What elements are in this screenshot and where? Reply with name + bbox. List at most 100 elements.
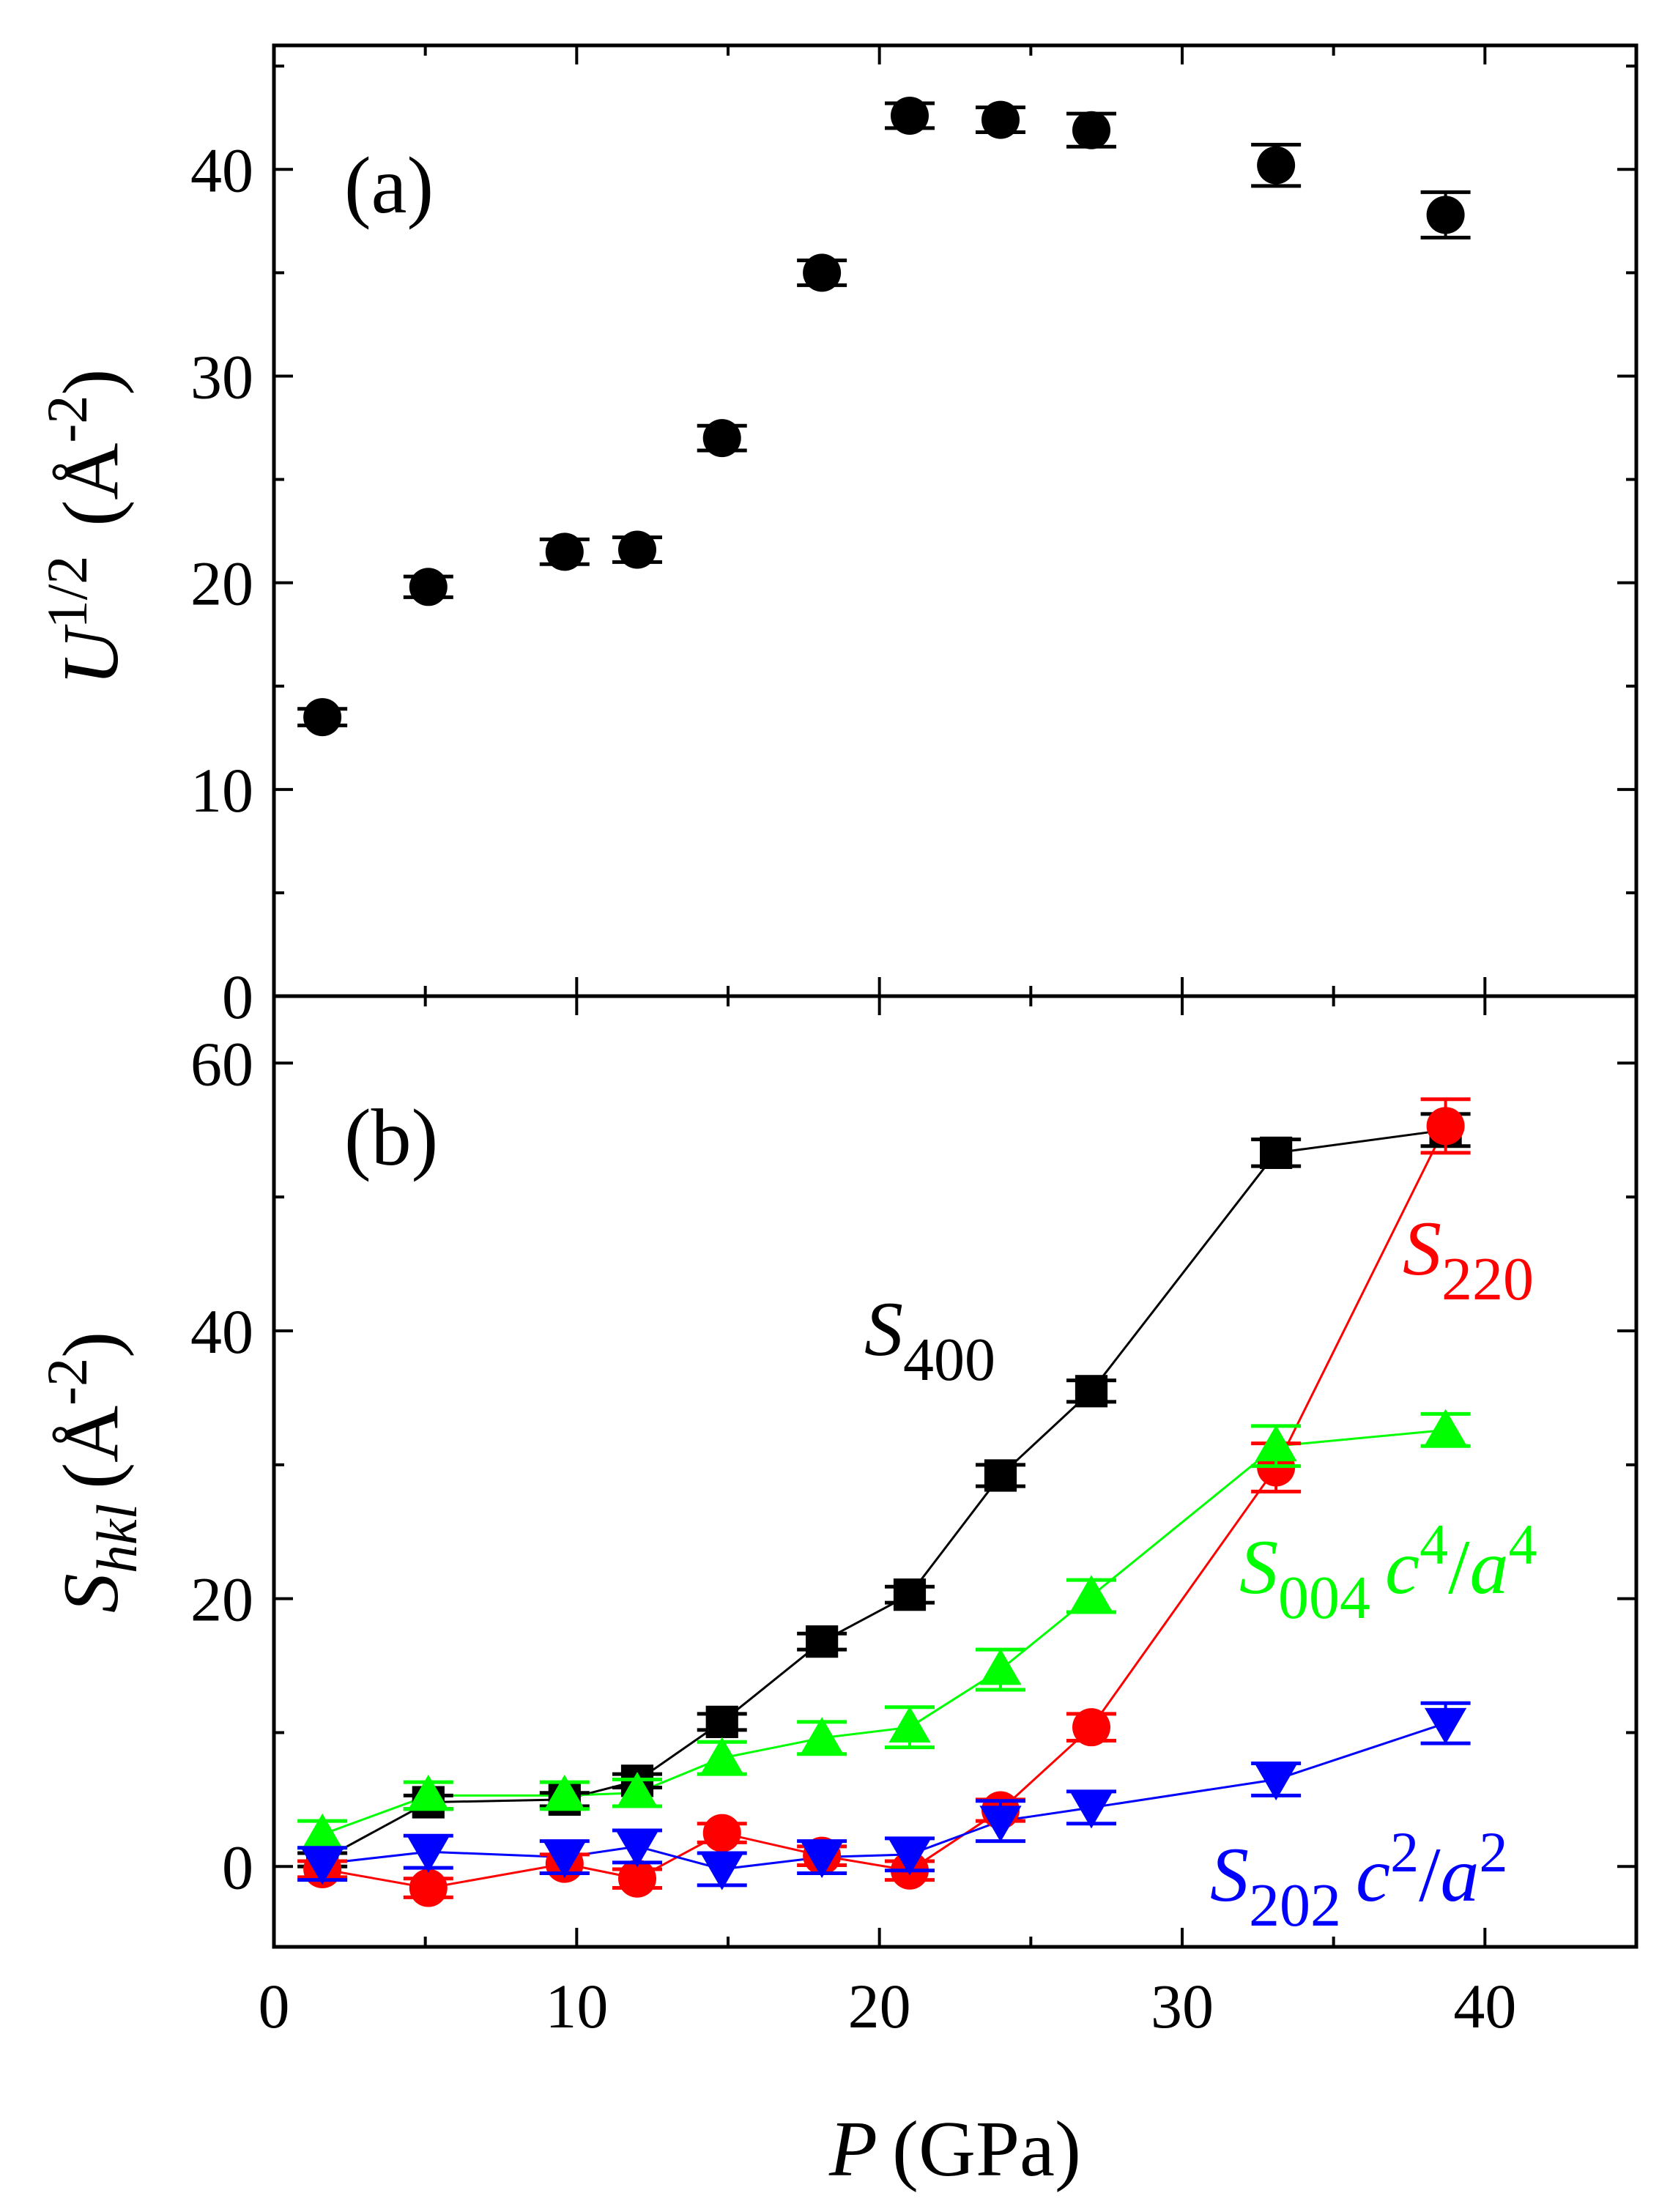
marker-s202-c-2-a-2 — [301, 1848, 344, 1885]
annotation-s202: S202 c2/a2 — [1210, 1820, 1508, 1940]
marker-u-1-2 — [702, 419, 741, 458]
data-point-s220 — [403, 1868, 453, 1907]
data-point-u-1-2 — [976, 100, 1025, 139]
s202-sup-b: 2 — [1480, 1820, 1508, 1884]
marker-s400 — [1260, 1136, 1293, 1169]
ylabel-a-sup: 1/2 — [35, 556, 99, 629]
data-point-u-1-2 — [297, 698, 348, 737]
data-point-s400 — [885, 1578, 935, 1611]
marker-s400 — [806, 1625, 839, 1658]
data-point-s004-c-4-a-4 — [612, 1772, 662, 1808]
x-tick-label: 40 — [1453, 1971, 1516, 2041]
xlabel-unit: (GPa) — [892, 2106, 1081, 2193]
data-point-s202-c-2-a-2 — [697, 1851, 747, 1890]
marker-s202-c-2-a-2 — [407, 1836, 450, 1873]
marker-s220 — [409, 1868, 448, 1907]
s004-factor-a: c — [1385, 1524, 1420, 1610]
panel-b-x-tick-labels: 0 10 20 30 40 — [259, 1971, 1517, 2041]
marker-s400 — [1075, 1375, 1108, 1408]
x-tick-label: 30 — [1151, 1971, 1214, 2041]
y-tick-label: 20 — [190, 1565, 253, 1635]
y-tick-label: 30 — [190, 341, 253, 412]
xlabel-var: P — [828, 2106, 877, 2193]
marker-s004-c-4-a-4 — [1425, 1409, 1467, 1446]
s400-sub: 400 — [903, 1326, 995, 1394]
y-tick-label: 0 — [222, 1832, 253, 1902]
marker-s220 — [618, 1859, 656, 1898]
s220-sub: 220 — [1441, 1245, 1534, 1313]
data-point-s202-c-2-a-2 — [612, 1828, 662, 1868]
data-point-s202-c-2-a-2 — [797, 1839, 847, 1879]
marker-u-1-2 — [891, 96, 929, 135]
marker-s004-c-4-a-4 — [888, 1706, 931, 1742]
marker-u-1-2 — [303, 698, 342, 737]
data-point-s004-c-4-a-4 — [539, 1774, 590, 1811]
data-point-s220 — [1066, 1708, 1116, 1747]
marker-u-1-2 — [1257, 146, 1296, 185]
data-point-s004-c-4-a-4 — [403, 1774, 453, 1811]
data-point-s220 — [612, 1859, 662, 1898]
y-tick-label: 10 — [190, 755, 253, 825]
y-tick-label: 40 — [190, 1296, 253, 1367]
ylabel-b-unit-sup: -2 — [35, 1358, 99, 1406]
s004-base: S — [1239, 1524, 1278, 1610]
marker-u-1-2 — [1072, 111, 1110, 149]
marker-s004-c-4-a-4 — [301, 1813, 344, 1850]
data-point-s004-c-4-a-4 — [697, 1737, 747, 1776]
data-point-s004-c-4-a-4 — [1251, 1424, 1302, 1469]
s004-factor-b: a — [1470, 1524, 1509, 1610]
data-point-s220 — [697, 1814, 747, 1852]
data-point-u-1-2 — [1251, 142, 1302, 188]
data-point-s004-c-4-a-4 — [1420, 1409, 1471, 1448]
panel-b-frame — [272, 994, 1639, 1949]
marker-u-1-2 — [545, 532, 584, 571]
ylabel-b-unit-open: (Å — [48, 1406, 135, 1489]
marker-s202-c-2-a-2 — [701, 1854, 743, 1890]
x-tick-label: 0 — [259, 1971, 290, 2041]
ylabel-a-base: U — [48, 624, 135, 686]
marker-s202-c-2-a-2 — [888, 1839, 931, 1876]
marker-s400 — [984, 1459, 1017, 1492]
data-point-u-1-2 — [612, 530, 662, 569]
x-tick-label: 10 — [545, 1971, 608, 2041]
ylabel-a-unit-close: ) — [48, 369, 135, 396]
marker-u-1-2 — [618, 530, 656, 569]
data-point-s202-c-2-a-2 — [297, 1846, 348, 1885]
ylabel-b-base: S — [48, 1573, 135, 1613]
s202-factor-b: a — [1441, 1832, 1480, 1918]
data-point-s202-c-2-a-2 — [539, 1839, 590, 1879]
marker-s202-c-2-a-2 — [1255, 1764, 1297, 1801]
marker-u-1-2 — [409, 568, 448, 606]
marker-s004-c-4-a-4 — [407, 1774, 450, 1811]
data-point-s220 — [1420, 1097, 1471, 1155]
marker-s004-c-4-a-4 — [543, 1774, 586, 1811]
data-point-u-1-2 — [403, 568, 453, 606]
data-point-u-1-2 — [1420, 190, 1471, 240]
data-point-s400 — [976, 1459, 1025, 1492]
data-point-s004-c-4-a-4 — [1066, 1575, 1116, 1614]
marker-s202-c-2-a-2 — [801, 1841, 843, 1879]
y-tick-label: 0 — [222, 962, 253, 1032]
panel-a-y-axis-label: U1/2 (Å-2) — [35, 369, 135, 686]
marker-s004-c-4-a-4 — [801, 1717, 843, 1753]
marker-s202-c-2-a-2 — [1070, 1792, 1113, 1829]
marker-s202-c-2-a-2 — [979, 1805, 1022, 1842]
x-tick-label: 20 — [848, 1971, 911, 2041]
data-point-s202-c-2-a-2 — [1066, 1789, 1116, 1829]
marker-s004-c-4-a-4 — [1255, 1425, 1297, 1462]
panel-a: 0 10 20 30 40 (a) U1/2 (Å-2) — [35, 43, 1639, 1032]
panel-a-label: (a) — [344, 141, 434, 230]
x-axis-label: P (GPa) — [828, 2106, 1081, 2193]
data-point-s400 — [1066, 1375, 1116, 1408]
data-point-s400 — [697, 1705, 747, 1738]
marker-s220 — [1426, 1107, 1465, 1146]
marker-s004-c-4-a-4 — [701, 1737, 743, 1774]
y-tick-label: 60 — [190, 1028, 253, 1099]
data-point-s004-c-4-a-4 — [976, 1647, 1025, 1692]
panel-b-data-marks — [297, 1097, 1471, 1907]
s202-slash: / — [1419, 1832, 1441, 1918]
data-point-s202-c-2-a-2 — [1420, 1701, 1471, 1745]
data-point-s202-c-2-a-2 — [976, 1799, 1025, 1844]
data-point-s400 — [797, 1625, 847, 1658]
